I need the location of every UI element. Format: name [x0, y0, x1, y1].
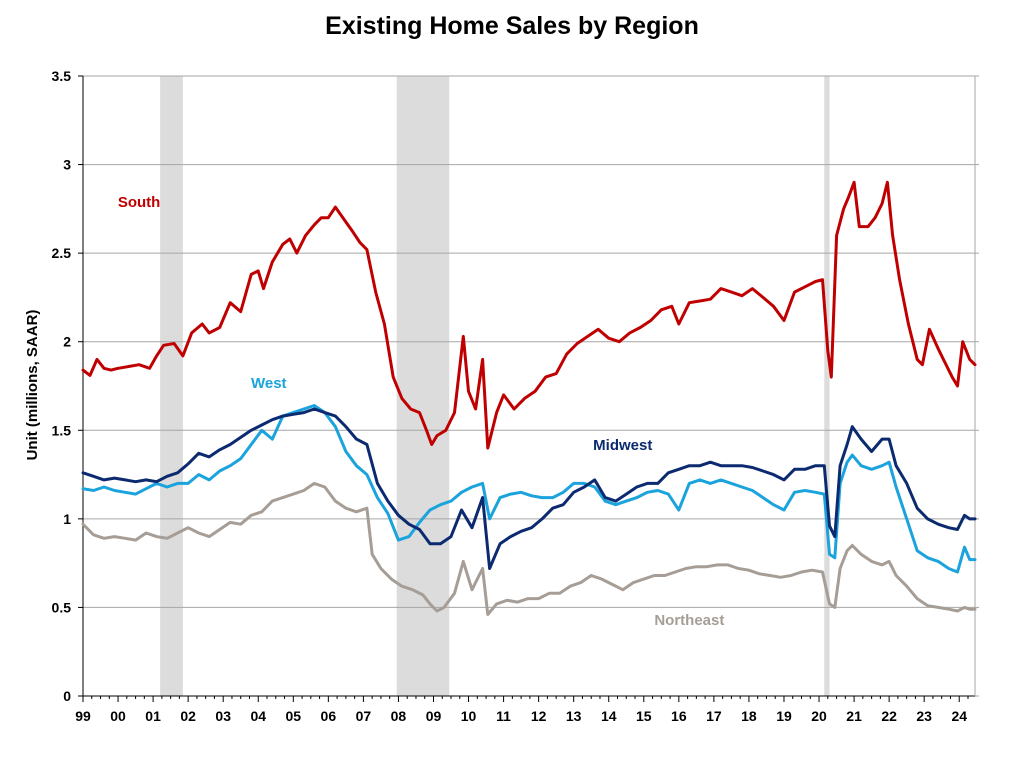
- recession-band-2: [396, 76, 450, 696]
- x-tick-label: 00: [110, 708, 126, 724]
- y-tick-label: 3: [63, 157, 71, 173]
- y-axis-title: Unit (millions, SAAR): [24, 310, 41, 461]
- y-tick-label: 3.5: [52, 68, 72, 84]
- recession-band-1: [160, 76, 183, 696]
- x-tick-label: 09: [426, 708, 442, 724]
- y-tick-label: 2.5: [52, 245, 72, 261]
- x-tick-label: 13: [566, 708, 582, 724]
- x-tick-label: 16: [671, 708, 687, 724]
- series-label-northeast: Northeast: [654, 612, 724, 629]
- x-tick-label: 20: [811, 708, 827, 724]
- x-tick-label: 22: [881, 708, 897, 724]
- series-labels: South Midwest West Northeast: [118, 194, 725, 629]
- x-tick-label: 12: [531, 708, 547, 724]
- y-tick-label: 0.5: [52, 599, 72, 615]
- x-tick-label: 15: [636, 708, 652, 724]
- x-tick-label: 17: [706, 708, 722, 724]
- x-tick-label: 11: [496, 708, 511, 724]
- x-tick-label: 14: [601, 708, 617, 724]
- x-tick-label: 03: [215, 708, 231, 724]
- x-tick-label: 02: [180, 708, 196, 724]
- x-tick-label: 05: [286, 708, 302, 724]
- x-tick-label: 07: [356, 708, 372, 724]
- series-lines: [81, 180, 977, 616]
- x-tick-label: 21: [846, 708, 862, 724]
- chart-title: Existing Home Sales by Region: [325, 12, 699, 40]
- x-tick-label: 18: [741, 708, 757, 724]
- series-label-south: South: [118, 194, 161, 211]
- x-tick-label: 24: [951, 708, 967, 724]
- y-tick-label: 1.5: [52, 422, 72, 438]
- series-line-midwest: [81, 407, 977, 570]
- axes: 0 0.5 1 1.5 2 2.5 3 3.5 99 00 01 02 03 04 05 06 07 08 09 10…: [52, 68, 979, 724]
- x-tick-label: 08: [391, 708, 407, 724]
- series-line-west: [81, 404, 977, 574]
- y-tick-label: 1: [63, 511, 71, 527]
- recession-band-3: [824, 76, 830, 696]
- x-tick-label: 06: [321, 708, 337, 724]
- y-tick-label: 0: [63, 688, 71, 704]
- x-tick-label: 99: [75, 708, 91, 724]
- x-tick-label: 23: [916, 708, 932, 724]
- x-tick-label: 04: [250, 708, 266, 724]
- series-label-west: West: [251, 375, 287, 392]
- series-line-south: [81, 180, 977, 450]
- x-tick-label: 10: [461, 708, 477, 724]
- x-tick-label: 01: [145, 708, 161, 724]
- series-line-northeast: [81, 481, 977, 616]
- y-tick-label: 2: [63, 334, 71, 350]
- x-tick-label: 19: [776, 708, 792, 724]
- recession-bands: [160, 76, 830, 696]
- series-label-midwest: Midwest: [593, 437, 652, 454]
